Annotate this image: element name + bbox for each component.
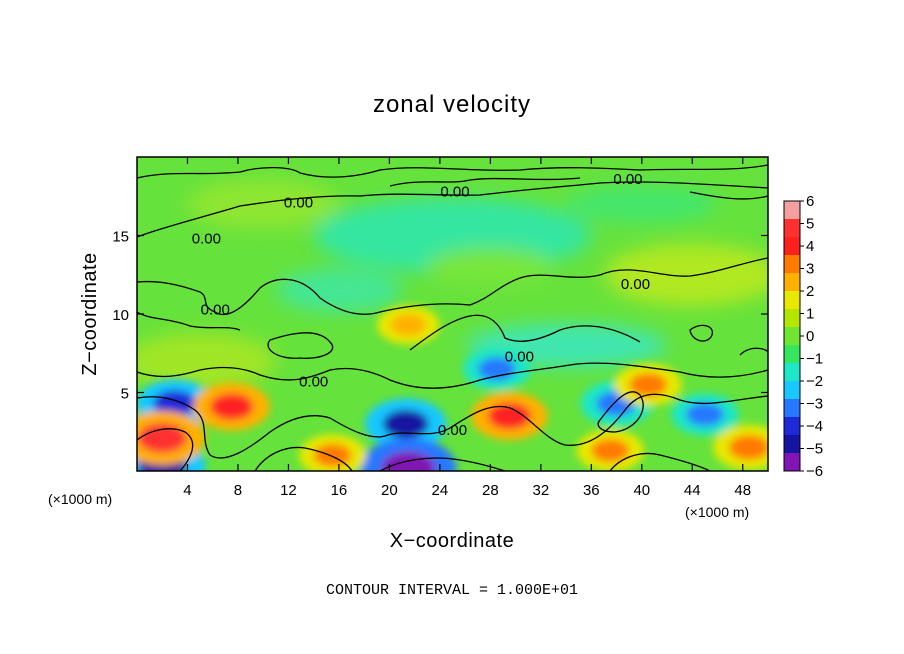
- colorbar-tick-label: 0: [806, 328, 814, 345]
- field-patch: [603, 243, 768, 307]
- colorbar-segment: [784, 399, 800, 418]
- x-tick-label: 4: [183, 482, 191, 499]
- colorbar-segment: [784, 291, 800, 310]
- colorbar-tick-label: 6: [806, 193, 814, 210]
- y-tick-label: 10: [112, 307, 129, 324]
- x-tick-label: 32: [532, 482, 549, 499]
- colorbar-segment: [784, 309, 800, 328]
- velocity-core: [487, 402, 531, 430]
- field-patch: [137, 332, 276, 390]
- colorbar-segment: [784, 273, 800, 292]
- velocity-core: [137, 423, 187, 453]
- x-tick-label: 24: [432, 482, 449, 499]
- field-patch: [187, 178, 339, 230]
- velocity-core: [390, 314, 426, 336]
- x-tick-label: 12: [280, 482, 297, 499]
- field-patch: [275, 268, 403, 313]
- y-tick-label: 5: [121, 386, 129, 403]
- velocity-core: [153, 390, 197, 417]
- colorbar-tick-label: −4: [806, 418, 823, 435]
- colorbar-segment: [784, 417, 800, 436]
- colorbar-tick-label: 3: [806, 261, 814, 278]
- colorbar-tick-label: 2: [806, 283, 814, 300]
- contour-label: 0.00: [440, 184, 469, 201]
- x-tick-label: 28: [482, 482, 499, 499]
- y-axis-ticks: 5 10 15: [112, 229, 768, 403]
- contour-label: 0.00: [284, 195, 313, 212]
- velocity-core: [210, 393, 254, 420]
- x-axis-label: X−coordinate: [390, 530, 514, 552]
- x-unit-right: (×1000 m): [685, 504, 749, 520]
- y-tick-label: 15: [112, 229, 129, 246]
- contour-label: 0.00: [613, 171, 642, 188]
- x-tick-label: 8: [234, 482, 242, 499]
- colorbar-segment: [784, 381, 800, 400]
- colorbar-tick-label: −3: [806, 396, 823, 413]
- velocity-core: [629, 373, 668, 397]
- colorbar-segment: [784, 255, 800, 274]
- colorbar-segment: [784, 237, 800, 256]
- colorbar-segment: [784, 363, 800, 382]
- colorbar-tick-label: 1: [806, 306, 814, 323]
- x-tick-label: 16: [331, 482, 348, 499]
- x-unit-left: (×1000 m): [48, 491, 112, 507]
- x-tick-label: 44: [684, 482, 701, 499]
- y-axis-label: Z−coordinate: [79, 252, 101, 375]
- colorbar-tick-label: 4: [806, 238, 814, 255]
- x-tick-label: 20: [381, 482, 398, 499]
- colorbar-segment: [784, 453, 800, 472]
- velocity-core: [686, 402, 724, 427]
- x-tick-label: 48: [734, 482, 751, 499]
- contour-interval-note: CONTOUR INTERVAL = 1.000E+01: [326, 582, 578, 599]
- contour-label: 0.00: [505, 348, 534, 365]
- field-variation-layer: [137, 178, 768, 390]
- x-axis-ticks: 4 8 12 16 20 24 28 32 36 40 44 48: [183, 157, 751, 499]
- contour-label: 0.00: [621, 276, 650, 293]
- colorbar-segment: [784, 219, 800, 238]
- velocity-core: [313, 443, 352, 467]
- colorbar-tick-label: −1: [806, 351, 823, 368]
- field-patch: [566, 185, 718, 223]
- velocity-core: [728, 435, 768, 460]
- contour-label: 0.00: [438, 422, 467, 439]
- colorbar-segment: [784, 327, 800, 346]
- contour-label: 0.00: [299, 374, 328, 391]
- chart-title: zonal velocity: [373, 91, 531, 118]
- contour-label: 0.00: [192, 231, 221, 248]
- velocity-core: [591, 439, 630, 463]
- velocity-core: [382, 409, 429, 438]
- field-patch: [427, 248, 554, 286]
- zero-contours: [137, 164, 768, 471]
- colorbar-tick-label: −5: [806, 441, 823, 458]
- x-tick-label: 40: [633, 482, 650, 499]
- contour-label: 0.00: [201, 301, 230, 318]
- colorbar-segment: [784, 201, 800, 220]
- colorbar: 6 5 4 3 2 1 0 −1 −2 −3 −4 −5 −6: [783, 193, 823, 480]
- colorbar-segment: [784, 435, 800, 454]
- x-tick-label: 36: [583, 482, 600, 499]
- colorbar-tick-label: −2: [806, 373, 823, 390]
- colorbar-tick-label: 5: [806, 216, 814, 233]
- contour-labels: 0.00 0.00 0.00 0.00 0.00 0.00 0.00 0.00 0.00: [192, 171, 650, 439]
- colorbar-tick-label: −6: [806, 463, 823, 480]
- colorbar-segment: [784, 345, 800, 364]
- plot-area: [137, 157, 768, 471]
- velocity-features-layer: [137, 305, 768, 471]
